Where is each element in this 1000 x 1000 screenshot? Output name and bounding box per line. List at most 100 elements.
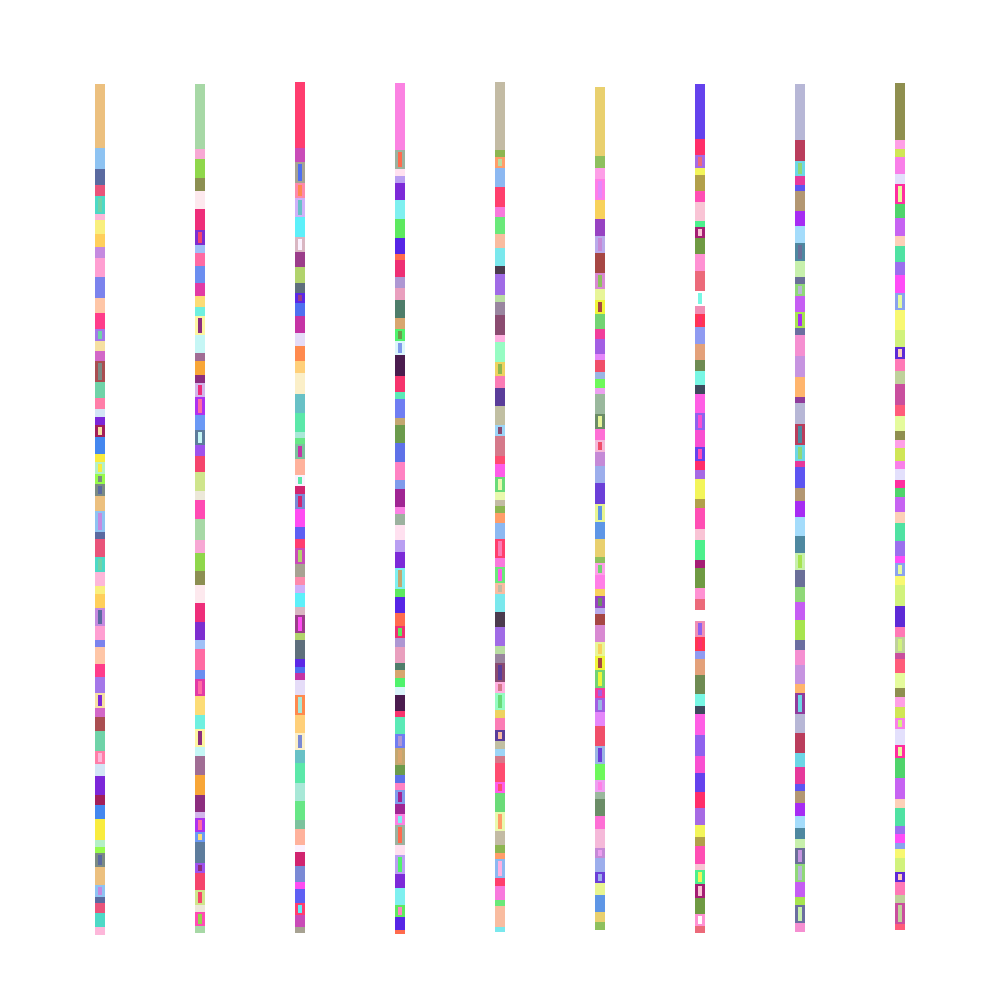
strip-segment-inset [798,163,802,174]
strip-segment [95,847,105,853]
strip-segment-inset [98,198,102,212]
strip-segment-inset [298,496,302,507]
strip-segment [195,456,205,472]
strip-segment [395,626,405,638]
strip-segment-inset [898,238,902,244]
strip-segment [595,670,605,688]
strip-segment [95,795,105,805]
strip-segment-inset [598,700,602,710]
strip-segment [495,506,505,513]
strip-segment [895,262,905,275]
strip-segment [795,335,805,356]
strip-segment [295,607,305,615]
strip-segment [595,614,605,625]
strip-segment [195,640,205,649]
strip-segment [895,157,905,174]
strip-segment [795,191,805,211]
strip-segment [495,741,505,749]
strip-segment [895,359,905,371]
strip-segment [595,372,605,379]
strip-segment [295,564,305,577]
strip-segment [795,620,805,640]
strip-segment [695,221,705,227]
strip-segment [695,254,705,271]
strip-segment [695,659,705,675]
strip-segment [195,283,205,296]
strip-segment-inset [298,185,302,196]
strip-segment [795,140,805,161]
strip-segment [595,642,605,656]
strip-segment [495,627,505,646]
strip-segment [695,568,705,588]
strip-segment [395,748,405,765]
strip-segment [95,608,105,626]
strip-segment [495,583,505,594]
strip-segment-inset [298,446,302,457]
strip-segment [795,828,805,839]
strip-segment [295,252,305,267]
strip-segment [795,640,805,650]
strip-segment [895,174,905,184]
strip-segment [595,466,605,483]
strip-segment [695,344,705,360]
strip-segment [295,866,305,882]
strip-segment [495,831,505,845]
strip-segment-inset [498,814,502,829]
strip-segment [595,883,605,895]
strip-segment-inset [698,316,702,325]
strip-segment-inset [398,827,402,843]
strip-segment [695,470,705,479]
strip-segment [795,684,805,693]
strip-segment [95,511,105,532]
strip-segment-inset [198,232,202,243]
strip-segment [795,467,805,488]
strip-segment-inset [398,152,402,167]
strip-segment-inset [898,295,902,308]
strip-segment [95,885,105,897]
strip-segment [595,698,605,712]
strip-segment [895,849,905,858]
strip-segment [495,900,505,906]
strip-segment-inset [798,286,802,294]
strip-segment [195,679,205,696]
strip-segment-inset [698,415,702,428]
strip-segment-inset [98,559,102,570]
strip-segment [695,291,705,306]
strip-segment [595,329,605,339]
strip-segment [895,895,905,903]
strip-segment [195,715,205,729]
strip-segment [695,714,705,735]
strip-segment [195,818,205,832]
strip-segment [295,198,305,217]
strip-segment [395,930,405,934]
strip-segment [595,289,605,300]
strip-segment [295,715,305,733]
strip-segment [695,706,705,714]
strip-segment [795,753,805,767]
strip-segment [795,693,805,714]
strip-segment [395,783,405,790]
strip-segment [795,848,805,864]
strip-segment [695,588,705,599]
strip-segment [495,859,505,878]
strip-segment [795,277,805,284]
strip-segment [295,494,305,509]
strip-segment [795,791,805,803]
strip-segment [395,507,405,514]
strip-segment [595,168,605,179]
strip-segment [95,751,105,764]
strip-segment-inset [98,513,102,530]
strip-segment-inset [398,907,402,915]
strip-segment [495,878,505,886]
strip-segment [595,179,605,200]
strip-segment [595,912,605,922]
strip-segment [895,448,905,461]
strip-segment-inset [798,818,802,826]
strip-segment [895,384,905,405]
strip-segment-inset [798,426,802,443]
strip-segment [895,882,905,895]
strip-segment [95,220,105,234]
strip-segment [395,540,405,552]
strip-segment-inset [698,872,702,882]
strip-segment [695,864,705,870]
